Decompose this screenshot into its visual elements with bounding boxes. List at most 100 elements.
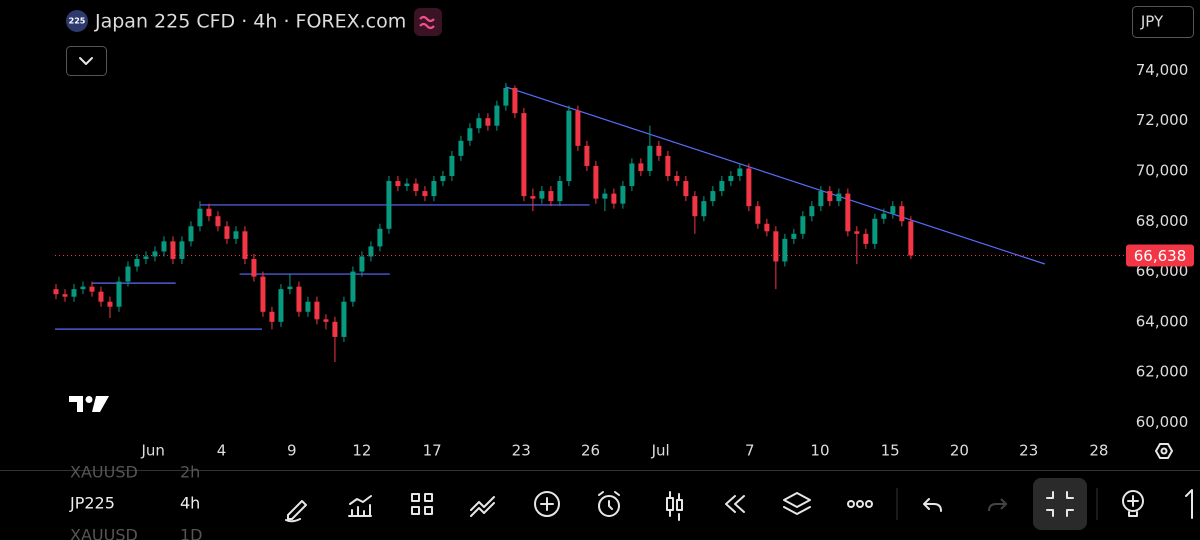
candle-body	[404, 183, 410, 187]
currency-label: JPY	[1140, 13, 1164, 31]
candle-body	[818, 191, 824, 207]
y-tick-label: 72,000	[1136, 111, 1189, 129]
candle-body	[899, 206, 905, 222]
source-icon	[414, 8, 442, 36]
candle-body	[773, 231, 779, 262]
x-tick-label: Jul	[651, 442, 670, 460]
undo-button[interactable]	[923, 498, 942, 512]
toolbar	[285, 478, 1193, 530]
last-price-label: 66,638	[1134, 247, 1187, 265]
compare-tool[interactable]	[470, 496, 495, 517]
draw-tool[interactable]	[285, 500, 307, 523]
candle-body	[890, 206, 896, 214]
candle-body	[755, 206, 761, 224]
candle-body	[557, 181, 563, 202]
indicators-tool[interactable]	[348, 495, 372, 517]
candle-body	[233, 231, 239, 239]
watchlist-interval: 1D	[180, 526, 203, 540]
watchlist-symbol[interactable]: XAUUSD	[70, 526, 138, 540]
plot: 60,000 62,000 64,000 66,000 68,000 70,000 72,0…	[53, 61, 1194, 460]
drawn-line	[505, 86, 1046, 265]
x-tick-label: 12	[352, 442, 371, 460]
idea-button[interactable]	[1122, 490, 1144, 512]
candle-body	[89, 286, 95, 292]
layers-tool[interactable]	[783, 492, 811, 515]
candle-body	[674, 176, 680, 182]
redo-button[interactable]	[988, 498, 1008, 512]
fullscreen-button[interactable]	[1033, 478, 1087, 530]
candle-body	[224, 226, 230, 239]
chart-title[interactable]: Japan 225 CFD · 4h · FOREX.com	[94, 11, 406, 33]
x-tick-label: 20	[950, 442, 969, 460]
watchlist-symbol[interactable]: JP225	[69, 494, 115, 513]
alert-tool[interactable]	[598, 495, 620, 517]
watchlist-symbol[interactable]: XAUUSD	[70, 463, 138, 482]
currency-button[interactable]	[1132, 6, 1194, 38]
candle-body	[152, 251, 158, 257]
candle-body	[71, 289, 77, 297]
y-tick-label: 60,000	[1136, 413, 1189, 431]
candle-body	[728, 176, 734, 182]
candle-body	[458, 140, 464, 156]
candle-body	[845, 193, 851, 232]
source-icon-glyph	[419, 15, 435, 30]
logo-dot	[85, 396, 93, 403]
candle-body	[521, 113, 527, 197]
y-tick-label: 70,000	[1136, 161, 1189, 179]
candle-body	[386, 181, 392, 229]
candle-body	[575, 110, 581, 146]
settings-button[interactable]	[1155, 443, 1173, 459]
logo	[69, 396, 109, 412]
candle-body	[188, 226, 194, 242]
layout-tool[interactable]	[411, 493, 433, 515]
x-tick-label: 28	[1089, 442, 1108, 460]
x-tick-label: 10	[810, 442, 829, 460]
candle-body	[800, 216, 806, 234]
more-tool[interactable]	[847, 500, 855, 508]
symbol-icon-text: 225	[69, 17, 86, 26]
candle-body	[512, 88, 518, 114]
candle-body	[908, 221, 914, 256]
candle-body	[62, 294, 68, 297]
candle-body	[251, 258, 257, 277]
candle-body	[179, 241, 185, 259]
replay-tool[interactable]	[725, 495, 745, 513]
candle-body	[665, 155, 671, 176]
candle-body	[359, 256, 365, 272]
add-glyph	[540, 497, 554, 511]
alert-glyph	[598, 491, 620, 510]
chart-type-tool[interactable]	[666, 491, 683, 521]
candle-body	[872, 218, 878, 244]
candle-body	[269, 311, 275, 322]
candle-body	[107, 301, 113, 307]
candle-body	[143, 256, 149, 259]
watchlist-interval: 4h	[180, 494, 200, 513]
candle-body	[647, 145, 653, 171]
candle-body	[737, 168, 743, 176]
candle-body	[548, 191, 554, 202]
x-tick-label: 9	[287, 442, 297, 460]
candle-body	[350, 271, 356, 302]
x-tick-label: 23	[512, 442, 531, 460]
candle-body	[692, 196, 698, 217]
candle-body	[215, 216, 221, 227]
candle-body	[332, 321, 338, 337]
candle-body	[539, 191, 545, 199]
extra-button[interactable]	[1185, 489, 1193, 519]
chevron	[79, 57, 93, 65]
candle-body	[260, 276, 266, 312]
y-tick-label: 74,000	[1136, 61, 1189, 79]
dropdown-button[interactable]	[66, 46, 107, 76]
candle-body	[431, 181, 437, 197]
candle-body	[494, 105, 500, 126]
candle-body	[287, 286, 293, 290]
x-tick-label: Jun	[140, 442, 164, 460]
add-tool[interactable]	[534, 491, 560, 517]
symbol-icon	[66, 10, 88, 32]
watchlist-interval: 2h	[180, 463, 200, 482]
candle-body	[656, 145, 662, 156]
candle-body	[440, 176, 446, 182]
x-tick-label: 23	[1019, 442, 1038, 460]
candle-body	[98, 291, 104, 302]
